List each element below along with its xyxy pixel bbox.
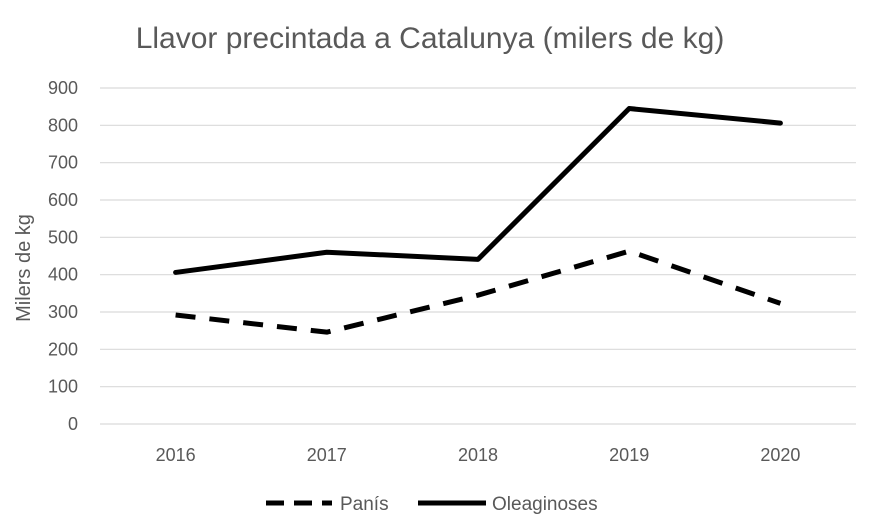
legend: Panís Oleaginoses <box>266 494 598 515</box>
y-tick-labels: 0 100 200 300 400 500 600 700 800 900 <box>48 78 78 434</box>
y-tick-label: 800 <box>48 115 78 135</box>
series-lines <box>173 106 783 335</box>
y-tick-label: 500 <box>48 227 78 247</box>
y-tick-label: 900 <box>48 78 78 98</box>
x-tick-labels: 2016 2017 2018 2019 2020 <box>156 445 801 465</box>
y-tick-label: 700 <box>48 153 78 173</box>
y-tick-label: 300 <box>48 302 78 322</box>
chart-title: Llavor precintada a Catalunya (milers de… <box>136 22 725 55</box>
y-axis-label: Milers de kg <box>13 214 35 322</box>
gridlines <box>100 87 856 425</box>
legend-label: Oleaginoses <box>492 494 598 515</box>
x-tick-label: 2019 <box>609 445 649 465</box>
y-tick-label: 200 <box>48 339 78 359</box>
y-tick-label: 0 <box>68 414 78 434</box>
x-tick-label: 2017 <box>307 445 347 465</box>
y-tick-label: 100 <box>48 377 78 397</box>
x-tick-label: 2018 <box>458 445 498 465</box>
x-tick-label: 2016 <box>156 445 196 465</box>
y-tick-label: 600 <box>48 190 78 210</box>
series-line-oleaginoses <box>173 106 783 275</box>
series-line-panís <box>175 248 782 335</box>
y-tick-label: 400 <box>48 265 78 285</box>
x-tick-label: 2020 <box>760 445 800 465</box>
legend-label: Panís <box>340 494 389 515</box>
